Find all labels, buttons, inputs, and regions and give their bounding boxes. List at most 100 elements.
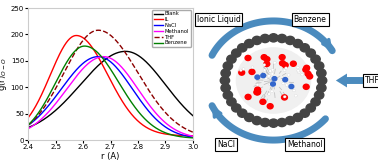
Circle shape (227, 55, 236, 63)
Circle shape (255, 87, 260, 92)
Circle shape (223, 62, 232, 70)
Circle shape (287, 74, 290, 76)
Circle shape (280, 61, 285, 66)
Circle shape (264, 57, 270, 62)
NaCl (96, 56, 101, 58)
Circle shape (297, 70, 300, 72)
IL (191, 135, 195, 137)
Circle shape (283, 76, 286, 79)
Circle shape (317, 84, 326, 92)
Methanol (145, 102, 150, 104)
IL (80, 36, 85, 38)
Circle shape (283, 95, 286, 98)
Circle shape (300, 44, 310, 52)
Blank (145, 62, 150, 64)
Circle shape (263, 69, 266, 71)
NaCl (145, 109, 150, 111)
Circle shape (249, 69, 255, 74)
Blank (191, 115, 195, 117)
Benzene (26, 124, 31, 126)
Text: Benzene: Benzene (294, 15, 327, 24)
Benzene (82, 45, 87, 47)
Legend: Blank, IL, NaCl, Methanol, THF, Benzene: Blank, IL, NaCl, Methanol, THF, Benzene (152, 10, 191, 47)
Circle shape (300, 109, 310, 117)
Benzene (80, 46, 84, 47)
Circle shape (269, 83, 272, 85)
Circle shape (268, 75, 270, 77)
Circle shape (255, 75, 260, 79)
Circle shape (289, 84, 294, 89)
Circle shape (283, 69, 286, 71)
NaCl (146, 110, 150, 112)
Circle shape (221, 84, 230, 92)
Circle shape (277, 118, 287, 127)
THF (191, 131, 195, 133)
THF (26, 124, 31, 126)
Benzene (46, 96, 50, 98)
Circle shape (268, 93, 271, 95)
Circle shape (318, 76, 327, 85)
Circle shape (238, 44, 247, 52)
Circle shape (285, 117, 295, 125)
Circle shape (251, 66, 254, 68)
Circle shape (285, 84, 288, 86)
Text: Methanol: Methanol (287, 140, 322, 149)
THF (130, 62, 135, 64)
Circle shape (314, 62, 324, 70)
Line: Methanol: Methanol (28, 57, 193, 136)
Circle shape (301, 73, 304, 76)
Circle shape (220, 76, 229, 85)
IL (130, 114, 135, 116)
Circle shape (271, 73, 274, 75)
Circle shape (271, 82, 276, 86)
THF (146, 89, 150, 90)
Circle shape (317, 69, 326, 77)
Methanol (146, 103, 150, 105)
IL (74, 35, 78, 37)
Circle shape (269, 34, 278, 42)
Circle shape (306, 49, 315, 57)
Circle shape (242, 68, 245, 70)
Circle shape (314, 91, 324, 99)
Circle shape (271, 82, 274, 85)
Circle shape (267, 104, 273, 109)
Circle shape (232, 104, 241, 112)
Circle shape (282, 95, 287, 100)
Circle shape (265, 77, 268, 80)
Methanol (46, 111, 50, 113)
Line: THF: THF (28, 30, 193, 132)
Methanol (130, 80, 135, 82)
Methanol (191, 135, 195, 137)
THF (96, 29, 101, 31)
NaCl (130, 88, 135, 90)
Circle shape (306, 104, 315, 112)
Circle shape (279, 55, 285, 60)
Circle shape (245, 55, 251, 61)
Line: IL: IL (28, 36, 193, 136)
Circle shape (303, 67, 309, 72)
THF (80, 41, 84, 43)
Circle shape (303, 84, 309, 89)
Circle shape (283, 78, 288, 82)
Circle shape (245, 94, 251, 99)
Circle shape (264, 61, 270, 66)
NaCl (80, 63, 84, 65)
Circle shape (272, 85, 275, 88)
Blank (123, 50, 128, 52)
THF (46, 100, 50, 102)
Circle shape (293, 89, 296, 92)
Circle shape (304, 65, 310, 71)
Circle shape (307, 74, 313, 79)
Circle shape (273, 62, 276, 64)
IL (26, 117, 31, 118)
Benzene (130, 102, 135, 104)
Y-axis label: g(r)$_{O-O}$: g(r)$_{O-O}$ (0, 57, 9, 91)
Circle shape (272, 77, 277, 81)
Circle shape (269, 119, 278, 127)
FancyArrowPatch shape (336, 74, 368, 87)
Blank (91, 69, 96, 71)
Circle shape (270, 90, 273, 93)
IL (145, 127, 150, 129)
Circle shape (232, 49, 241, 57)
Circle shape (256, 83, 259, 86)
